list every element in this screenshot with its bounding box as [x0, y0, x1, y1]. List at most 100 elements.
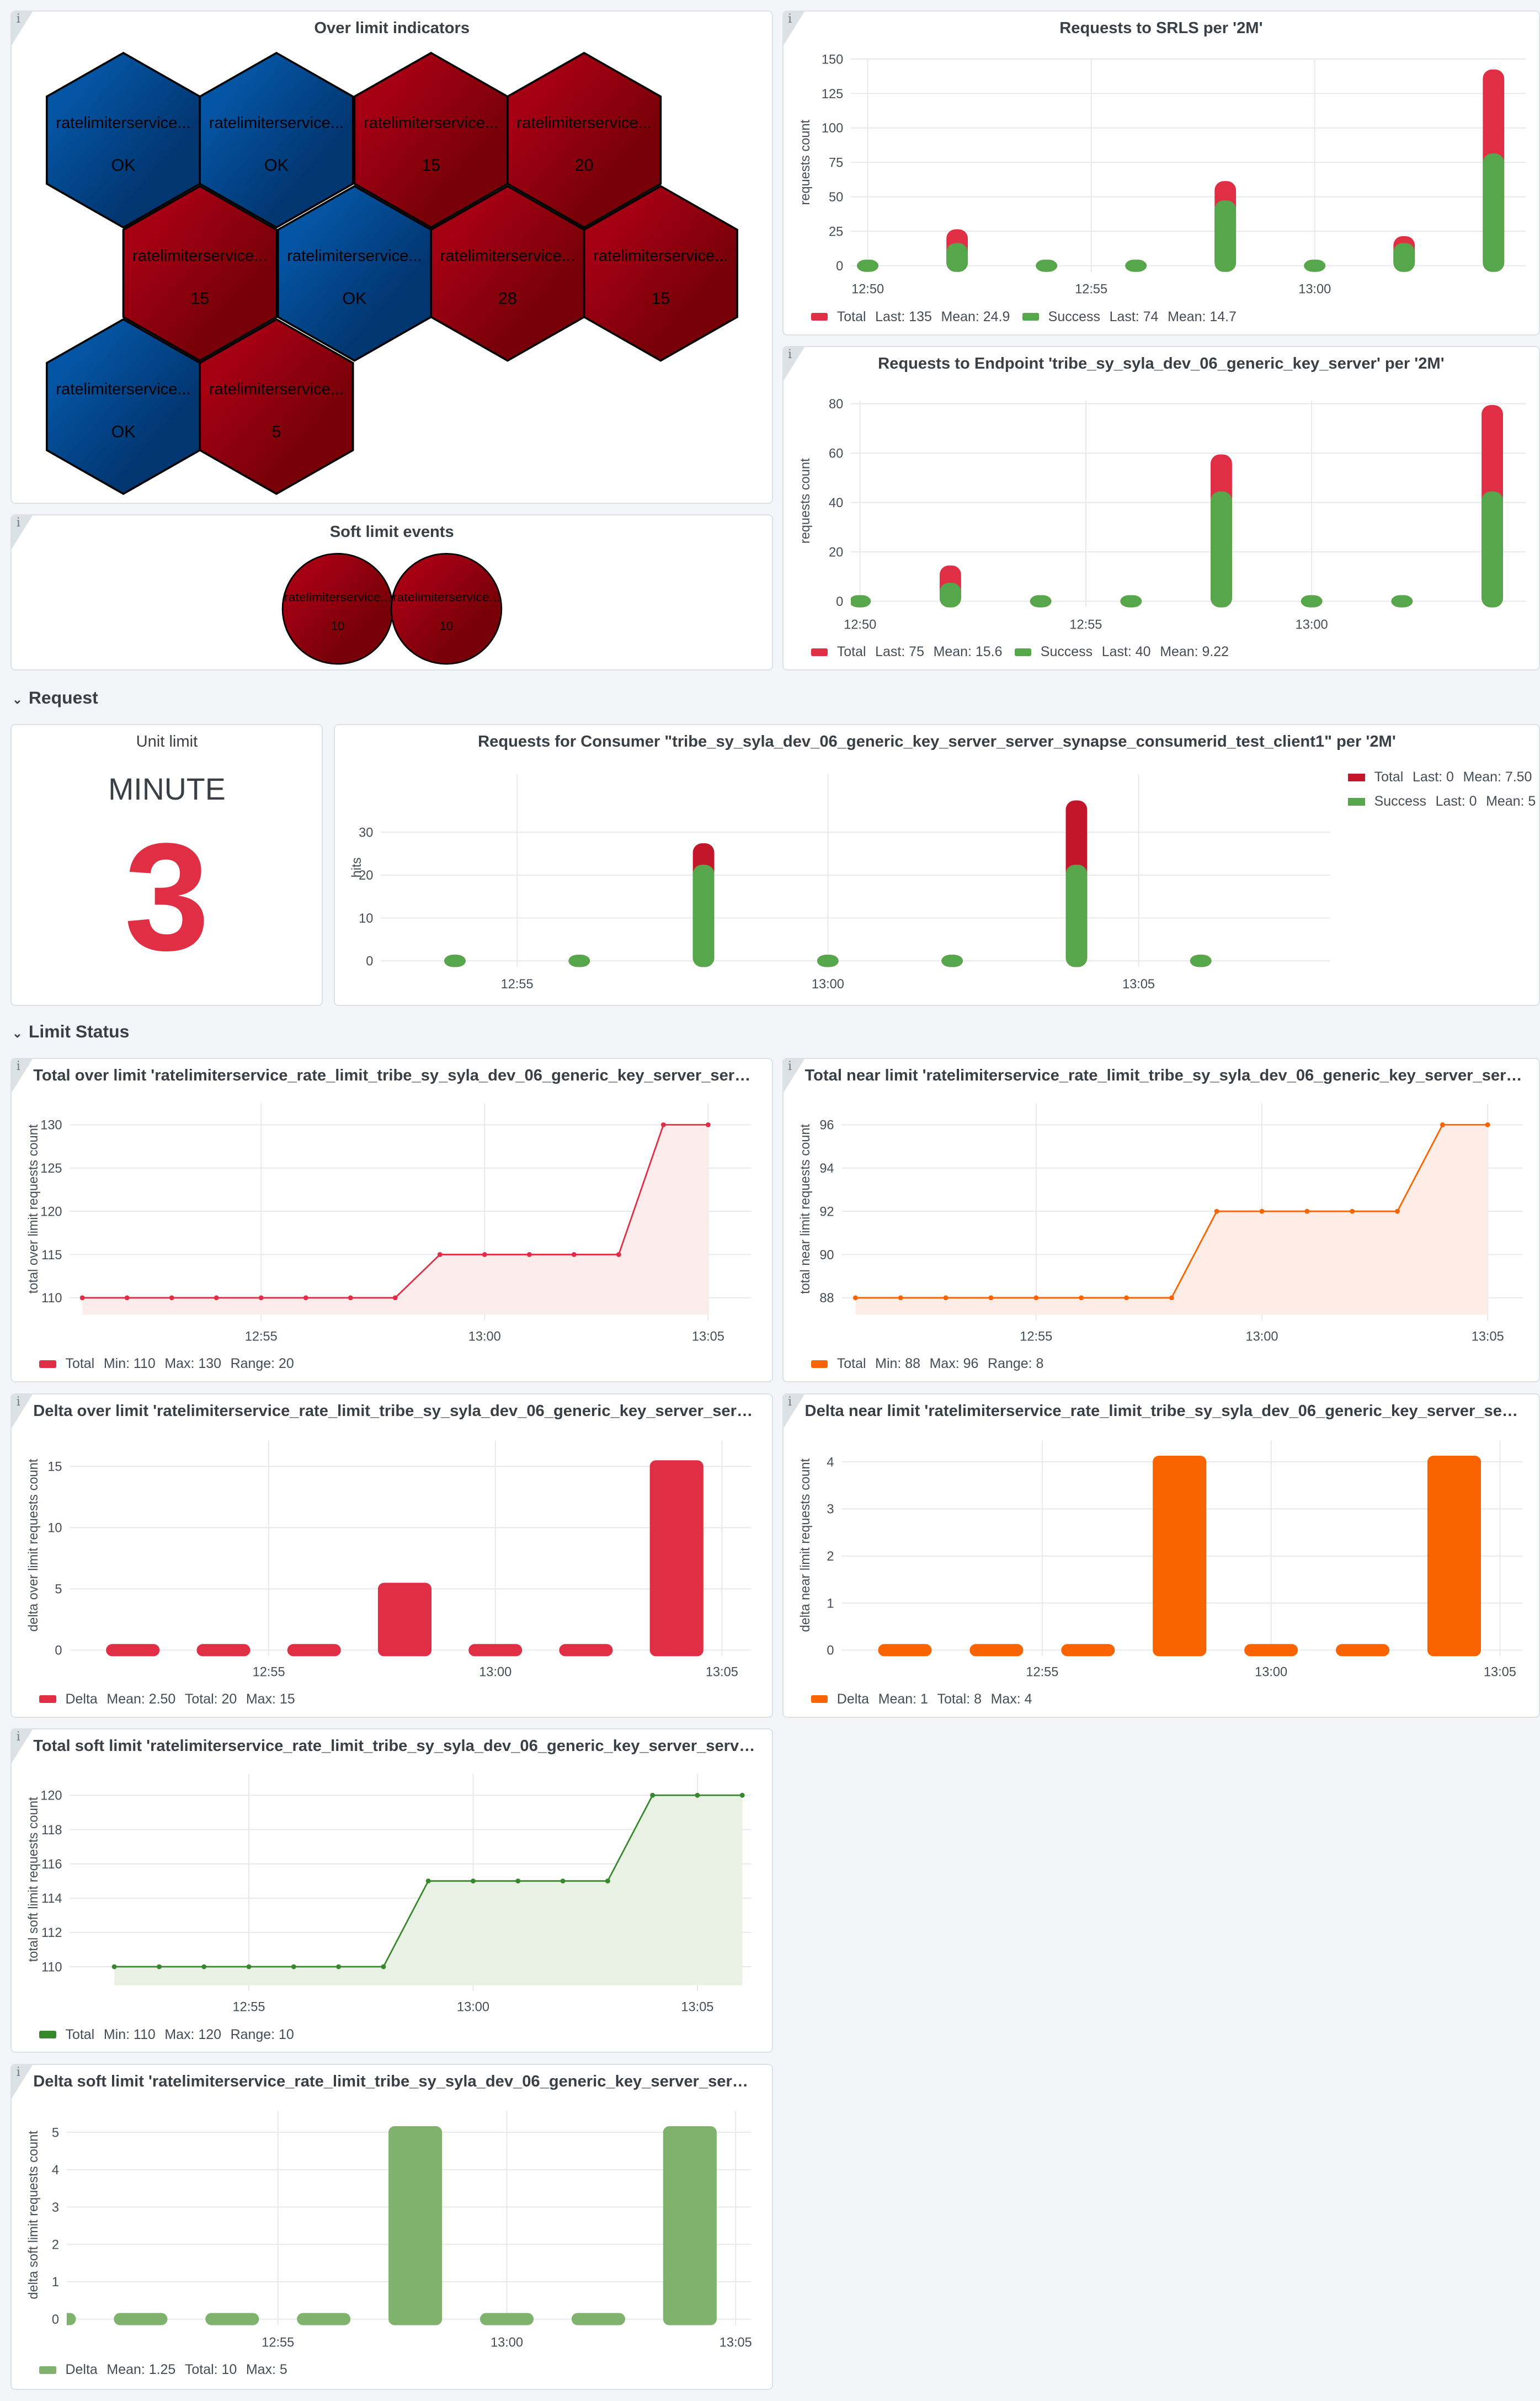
data-point[interactable]: [1349, 1209, 1355, 1214]
legend-item-delta[interactable]: Delta Mean: 1 Total: 8 Max: 4: [811, 1691, 1032, 1707]
data-point[interactable]: [695, 1793, 700, 1798]
data-point[interactable]: [616, 1252, 622, 1257]
bar-delta[interactable]: [114, 2313, 168, 2325]
bar-delta[interactable]: [23, 2313, 76, 2325]
panel-title[interactable]: Over limit indicators: [314, 19, 470, 38]
panel-title[interactable]: Unit limit: [136, 733, 198, 751]
bar-success[interactable]: [941, 955, 963, 967]
bar-success[interactable]: [1035, 259, 1057, 273]
data-point[interactable]: [291, 1964, 297, 1969]
bar-delta[interactable]: [106, 1643, 160, 1657]
data-point[interactable]: [706, 1122, 711, 1127]
legend-item-total[interactable]: Total Last: 0 Mean: 7.50: [1348, 765, 1536, 789]
data-point[interactable]: [852, 1295, 858, 1301]
data-point[interactable]: [898, 1295, 903, 1301]
data-point[interactable]: [336, 1964, 342, 1969]
data-point[interactable]: [1214, 1209, 1219, 1214]
data-point[interactable]: [426, 1878, 431, 1884]
data-point[interactable]: [661, 1122, 667, 1127]
legend-item-total[interactable]: Total Last: 135 Mean: 24.9: [811, 309, 1010, 325]
legend-item-total[interactable]: Total Min: 110 Max: 120 Range: 10: [39, 2027, 294, 2043]
hexagon-alert[interactable]: ratelimiterservice... 15: [354, 52, 509, 229]
data-point[interactable]: [1123, 1295, 1129, 1301]
bar-success[interactable]: [946, 243, 968, 273]
data-point[interactable]: [1485, 1122, 1490, 1127]
bar-delta[interactable]: [650, 1460, 704, 1657]
hexagon-ok[interactable]: ratelimiterservice... OK: [46, 318, 201, 496]
bar-success[interactable]: [1214, 200, 1236, 273]
panel-title[interactable]: Requests to SRLS per '2M': [1059, 19, 1263, 38]
bar-delta[interactable]: [663, 2126, 717, 2325]
data-point[interactable]: [650, 1793, 656, 1798]
hexagon-alert[interactable]: ratelimiterservice... 5: [199, 318, 354, 496]
bar-success[interactable]: [1481, 491, 1503, 608]
data-point[interactable]: [125, 1295, 130, 1301]
data-point[interactable]: [1169, 1295, 1174, 1301]
legend-item-total[interactable]: Total Last: 75 Mean: 15.6: [811, 644, 1002, 660]
bar-success[interactable]: [849, 595, 871, 608]
info-icon[interactable]: i: [12, 2065, 33, 2099]
data-point[interactable]: [988, 1295, 994, 1301]
data-point[interactable]: [515, 1878, 521, 1884]
bar-success[interactable]: [1303, 259, 1325, 273]
legend-item-total[interactable]: Total Min: 88 Max: 96 Range: 8: [811, 1356, 1043, 1372]
info-icon[interactable]: i: [12, 1729, 33, 1764]
data-point[interactable]: [112, 1964, 118, 1969]
bar-success[interactable]: [1120, 595, 1142, 608]
data-point[interactable]: [1440, 1122, 1445, 1127]
data-point[interactable]: [259, 1295, 264, 1301]
data-point[interactable]: [80, 1295, 86, 1301]
legend-item-delta[interactable]: Delta Mean: 1.25 Total: 10 Max: 5: [39, 2362, 287, 2378]
data-point[interactable]: [348, 1295, 354, 1301]
panel-title[interactable]: Requests to Endpoint 'tribe_sy_syla_dev_…: [878, 354, 1445, 372]
info-icon[interactable]: i: [12, 12, 33, 46]
bar-success[interactable]: [1065, 865, 1088, 967]
hexagon-alert[interactable]: ratelimiterservice... 15: [583, 185, 739, 363]
soft-limit-circle[interactable]: ratelimiterservice... 10: [391, 553, 503, 665]
hexagon-ok[interactable]: ratelimiterservice... OK: [277, 185, 433, 363]
bar-success[interactable]: [1301, 595, 1323, 608]
data-point[interactable]: [482, 1252, 488, 1257]
data-point[interactable]: [471, 1878, 476, 1884]
info-icon[interactable]: i: [783, 1394, 804, 1428]
bar-delta[interactable]: [1244, 1643, 1298, 1657]
data-point[interactable]: [381, 1964, 386, 1969]
bar-success[interactable]: [1190, 955, 1212, 967]
bar-success[interactable]: [568, 955, 590, 967]
panel-title[interactable]: Requests for Consumer "tribe_sy_syla_dev…: [478, 733, 1396, 751]
hexagon-ok[interactable]: ratelimiterservice... OK: [199, 52, 354, 229]
bar-success[interactable]: [1125, 259, 1147, 273]
hexagon-alert[interactable]: ratelimiterservice... 20: [507, 52, 662, 229]
bar-delta[interactable]: [1427, 1455, 1481, 1657]
soft-limit-circle[interactable]: ratelimiterservice... 10: [282, 553, 394, 665]
bar-delta[interactable]: [878, 1643, 932, 1657]
bar-delta[interactable]: [559, 1643, 613, 1657]
data-point[interactable]: [561, 1878, 566, 1884]
row-request[interactable]: ⌄ Request: [12, 688, 98, 708]
data-point[interactable]: [201, 1964, 207, 1969]
bar-success[interactable]: [1483, 153, 1504, 273]
data-point[interactable]: [740, 1793, 745, 1798]
data-point[interactable]: [246, 1964, 252, 1969]
bar-success[interactable]: [856, 259, 878, 273]
data-point[interactable]: [1078, 1295, 1084, 1301]
data-point[interactable]: [1304, 1209, 1309, 1214]
data-point[interactable]: [572, 1252, 577, 1257]
data-point[interactable]: [1033, 1295, 1038, 1301]
bar-delta[interactable]: [196, 1643, 251, 1657]
info-icon[interactable]: i: [12, 515, 33, 550]
info-icon[interactable]: i: [783, 12, 804, 46]
bar-delta[interactable]: [205, 2313, 259, 2325]
bar-delta[interactable]: [480, 2313, 534, 2325]
bar-success[interactable]: [1210, 491, 1232, 608]
hexagon-alert[interactable]: ratelimiterservice... 15: [122, 185, 278, 363]
bar-delta[interactable]: [388, 2126, 443, 2325]
bar-delta[interactable]: [1152, 1455, 1206, 1657]
bar-delta[interactable]: [1335, 1643, 1389, 1657]
legend-item-success[interactable]: Success Last: 74 Mean: 14.7: [1022, 309, 1237, 325]
hexagon-ok[interactable]: ratelimiterservice... OK: [46, 52, 201, 229]
bar-delta[interactable]: [287, 1643, 342, 1657]
data-point[interactable]: [1259, 1209, 1265, 1214]
bar-delta[interactable]: [572, 2313, 626, 2325]
bar-success[interactable]: [1030, 595, 1052, 608]
